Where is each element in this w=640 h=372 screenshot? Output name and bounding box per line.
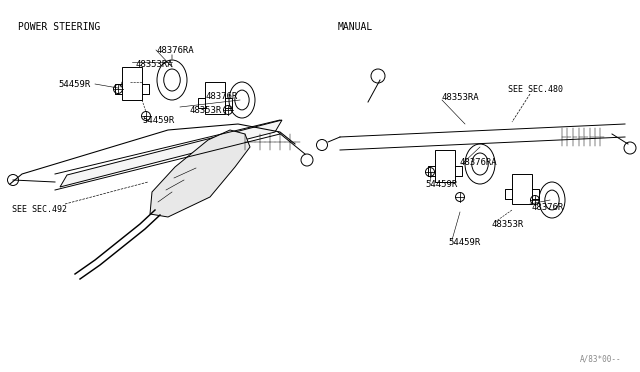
Text: SEE SEC.492: SEE SEC.492 — [12, 205, 67, 214]
Text: 48376RA: 48376RA — [460, 157, 498, 167]
Text: MANUAL: MANUAL — [338, 22, 373, 32]
Text: SEE SEC.480: SEE SEC.480 — [508, 85, 563, 94]
Text: 48353RA: 48353RA — [135, 60, 173, 68]
Polygon shape — [150, 130, 250, 217]
Text: 48353R: 48353R — [492, 219, 524, 228]
Text: 48353RA: 48353RA — [442, 93, 479, 102]
Text: 54459R: 54459R — [142, 115, 174, 125]
Text: 54459R: 54459R — [448, 237, 480, 247]
Text: 48376RA: 48376RA — [156, 45, 194, 55]
Polygon shape — [60, 120, 282, 187]
Text: A/83*00--: A/83*00-- — [580, 355, 621, 364]
Text: 48376R: 48376R — [205, 92, 237, 100]
Text: 54459R: 54459R — [425, 180, 457, 189]
Text: 48353R: 48353R — [190, 106, 222, 115]
Text: 48376R: 48376R — [532, 202, 564, 212]
Text: POWER STEERING: POWER STEERING — [18, 22, 100, 32]
Text: 54459R: 54459R — [58, 80, 90, 89]
